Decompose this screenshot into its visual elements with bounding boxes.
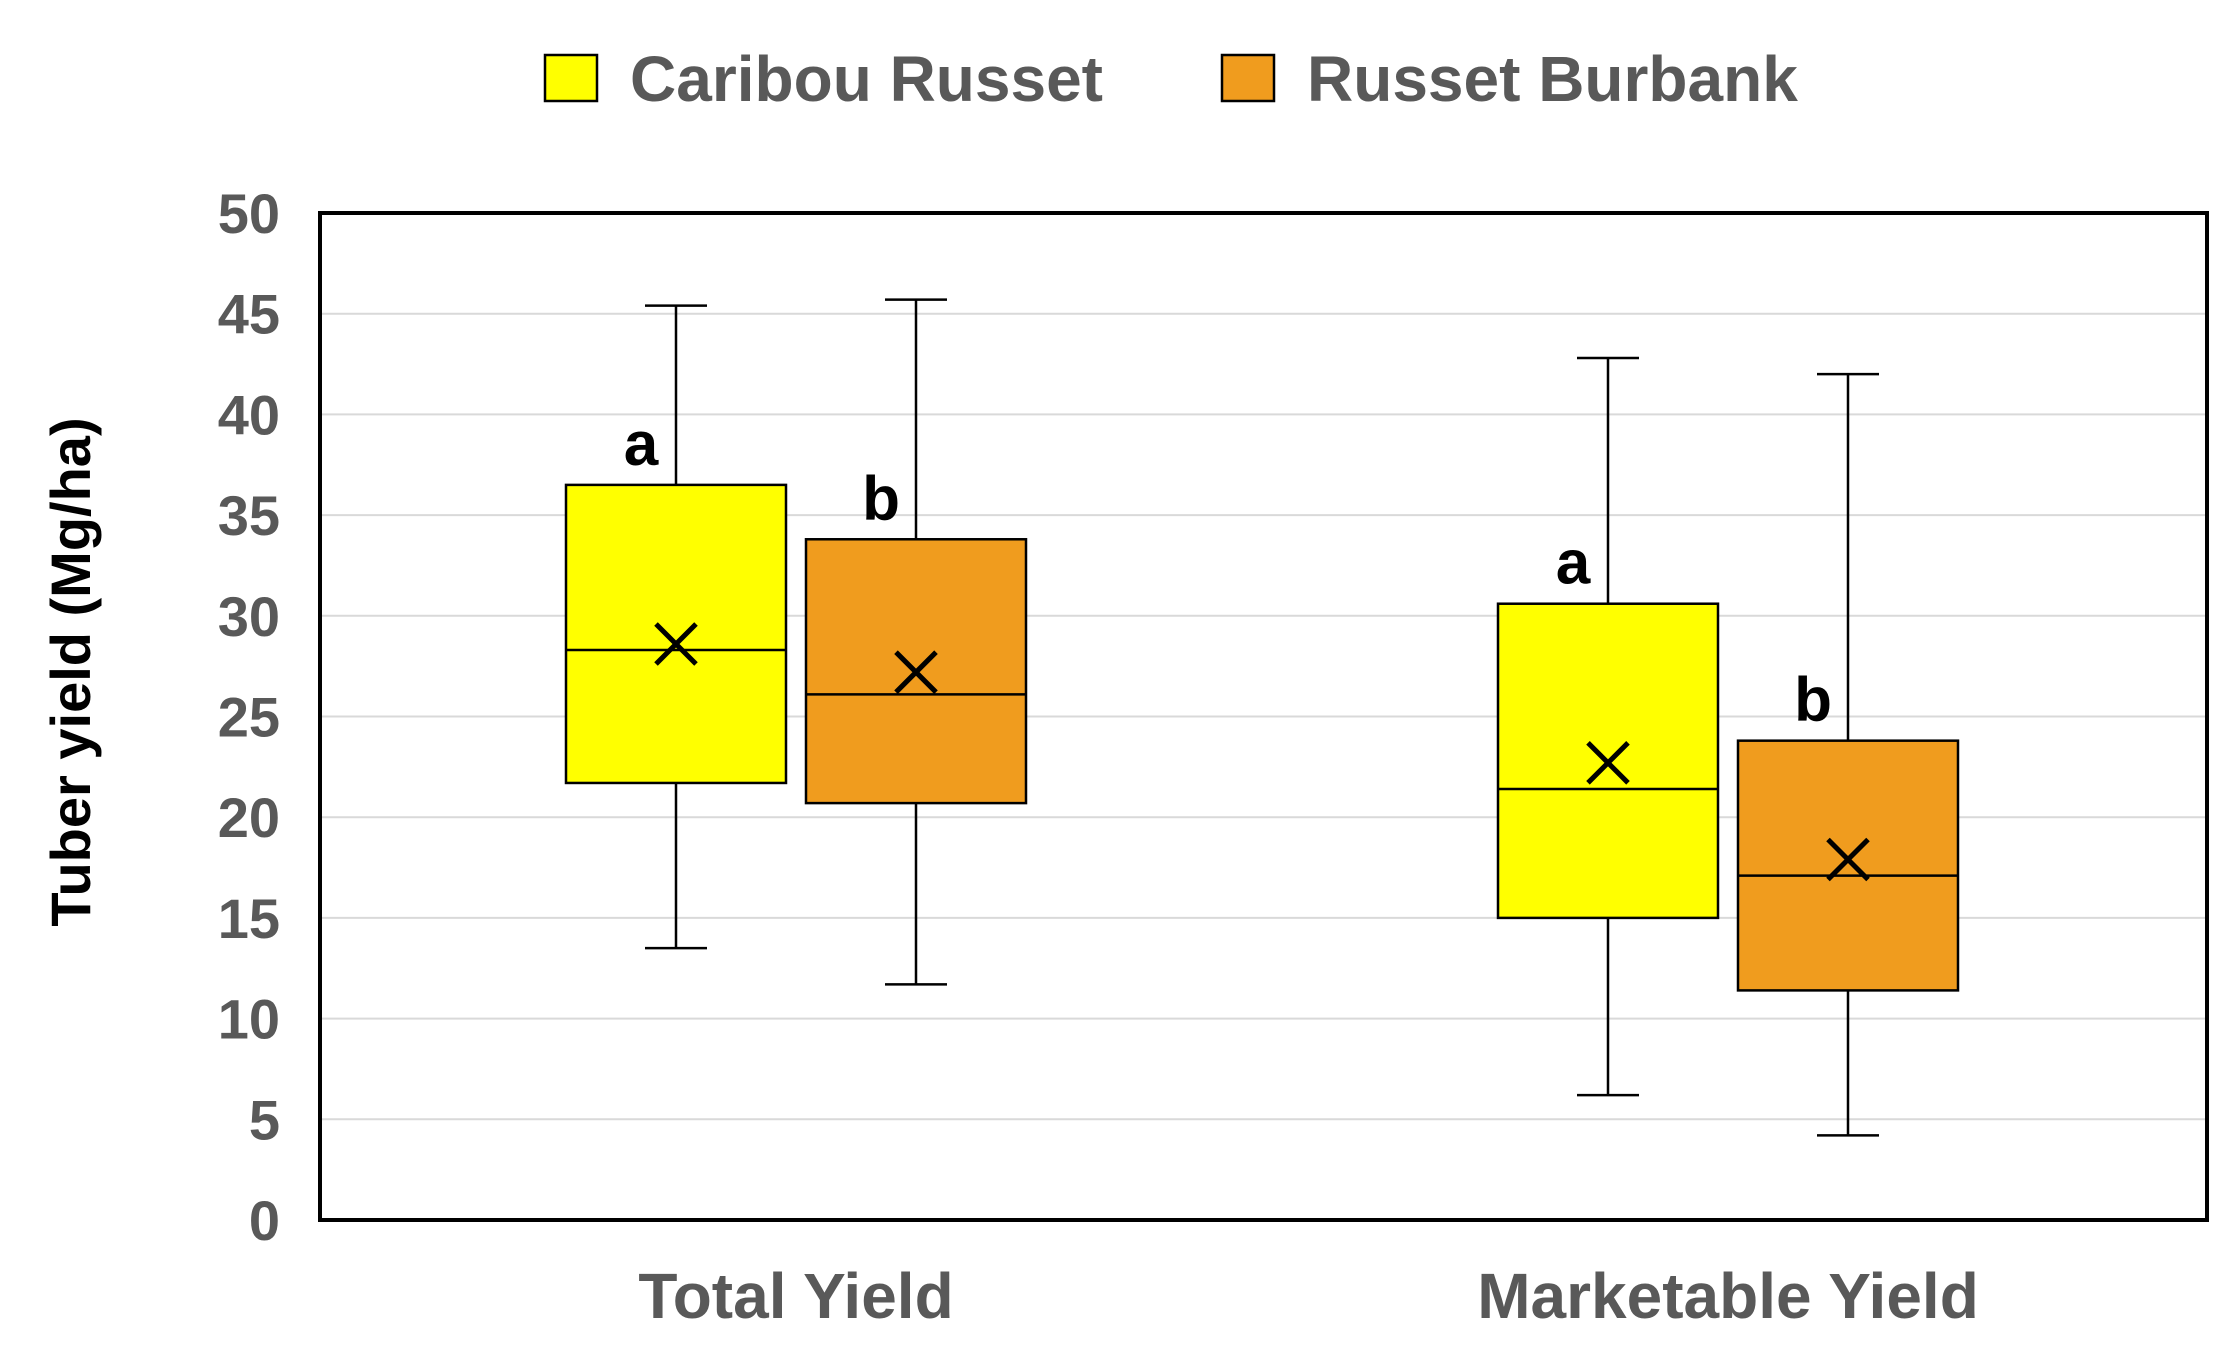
plot-frame [318,211,2209,1222]
box-caribou-russet-marketable-yield: a [1496,356,1720,1097]
mean-marker [1586,741,1630,785]
box-russet-burbank-total-yield: b [804,298,1028,986]
y-tick-label: 15 [218,887,280,950]
y-axis-label: Tuber yield (Mg/ha) [39,417,102,926]
y-tick-label: 30 [218,585,280,648]
y-tick-label: 35 [218,484,280,547]
y-axis-ticks: 0 5 10 15 20 25 30 35 40 45 50 [218,182,280,1252]
y-tick-label: 25 [218,686,280,749]
mean-marker-stroke [1586,741,1630,785]
legend-label-caribou-russet: Caribou Russet [630,43,1103,115]
y-tick-label: 40 [218,383,280,446]
box-iqr [564,483,788,785]
mean-marker-stroke [894,650,938,694]
mean-marker-stroke [1826,837,1870,882]
y-tick-label: 10 [218,988,280,1051]
box-caribou-russet-total-yield: a [564,304,788,950]
y-tick-label: 50 [218,182,280,245]
y-tick-label: 5 [249,1088,280,1151]
x-category-marketable-yield: Marketable Yield [1477,1260,1979,1332]
significance-letter: a [1556,529,1591,598]
mean-marker [654,622,698,666]
significance-letter: b [1794,666,1832,735]
mean-marker [1826,837,1870,882]
y-tick-label: 20 [218,786,280,849]
significance-letter: a [624,410,659,479]
legend-swatch-russet-burbank [1220,53,1276,103]
legend-label-russet-burbank: Russet Burbank [1307,43,1798,115]
y-tick-label: 45 [218,283,280,346]
mean-marker [894,650,938,694]
legend-swatch-caribou-russet [543,53,599,103]
box-plots: a a b b [564,298,1960,1137]
x-category-total-yield: Total Yield [638,1260,953,1332]
legend: Caribou Russet Russet Burbank [543,43,1798,115]
y-tick-label: 0 [249,1189,280,1252]
mean-marker-stroke [654,622,698,666]
significance-letter: b [862,464,900,533]
box-iqr [1736,739,1960,992]
box-russet-burbank-marketable-yield: b [1736,372,1960,1137]
